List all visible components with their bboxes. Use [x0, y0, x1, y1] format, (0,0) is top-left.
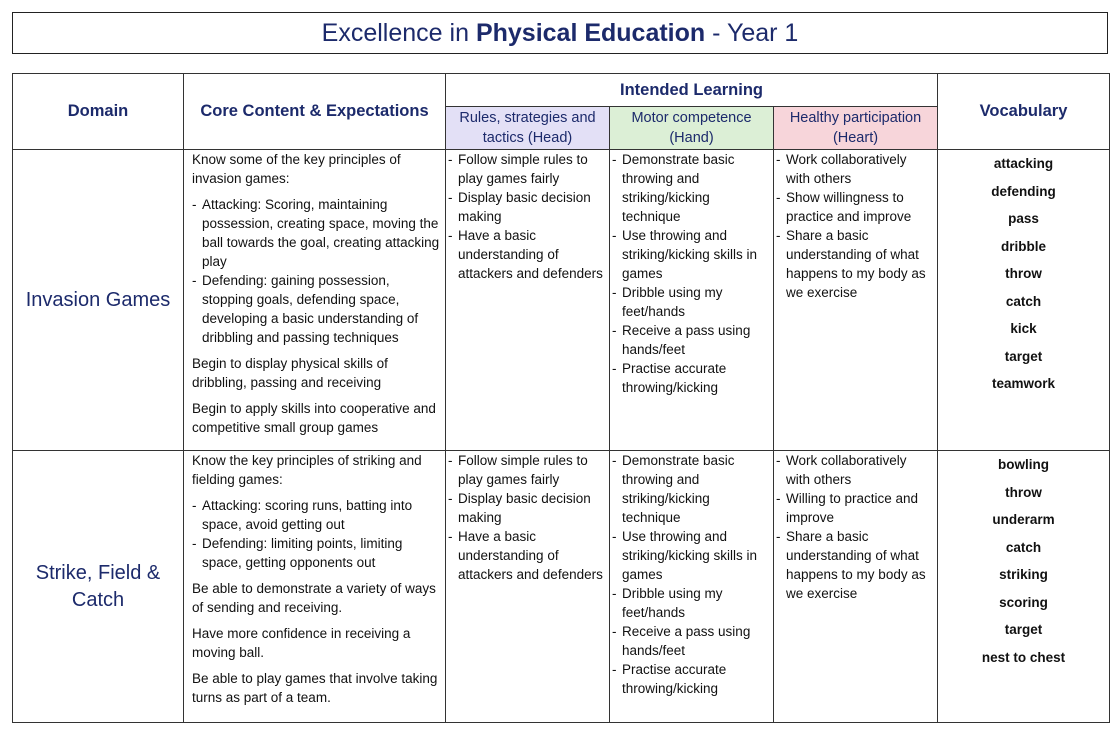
vocabulary-word: bowling [998, 457, 1050, 472]
head-cell: Follow simple rules to play games fairly… [445, 450, 610, 723]
bullet-item: Follow simple rules to play games fairly [448, 451, 605, 489]
core-text: Begin to display physical skills of drib… [192, 356, 388, 390]
core-text: Be able to play games that involve takin… [192, 671, 438, 705]
vocabulary-word: attacking [993, 156, 1054, 171]
bullet-item: Practise accurate throwing/kicking [612, 359, 769, 397]
bullet-item: Attacking: Scoring, maintaining possessi… [192, 195, 441, 271]
bullet-item: Dribble using my feet/hands [612, 584, 769, 622]
hand-cell: Demonstrate basic throwing and striking/… [609, 450, 774, 723]
domain-cell: Strike, Field & Catch [12, 450, 184, 723]
bullet-item: Display basic decision making [448, 489, 605, 527]
bullet-item: Work collaboratively with others [776, 150, 933, 188]
bullet-item: Dribble using my feet/hands [612, 283, 769, 321]
head-cell: Follow simple rules to play games fairly… [445, 149, 610, 451]
bullet-item: Follow simple rules to play games fairly [448, 150, 605, 188]
bullet-item: Defending: gaining possession, stopping … [192, 271, 441, 347]
bullet-list: Demonstrate basic throwing and striking/… [612, 150, 769, 397]
core-text: Have more confidence in receiving a movi… [192, 626, 411, 660]
bullet-item: Defending: limiting points, limiting spa… [192, 534, 441, 572]
vocabulary-word: catch [1005, 293, 1042, 309]
bullet-item: Practise accurate throwing/kicking [612, 660, 769, 698]
bullet-item: Share a basic understanding of what happ… [776, 527, 933, 603]
bullet-item: Demonstrate basic throwing and striking/… [612, 150, 769, 226]
curriculum-table: Domain Core Content & Expectations Inten… [12, 73, 1111, 723]
bullet-item: Receive a pass using hands/feet [612, 321, 769, 359]
vocabulary-word: throw [1005, 484, 1042, 500]
core-list: Attacking: scoring runs, batting into sp… [192, 496, 441, 572]
core-text: Begin to apply skills into cooperative a… [192, 401, 436, 435]
vocabulary-word: catch [1005, 539, 1042, 555]
bullet-item: Use throwing and striking/kicking skills… [612, 527, 769, 584]
header-cell: Core Content & Expectations [183, 73, 446, 150]
vocabulary-word: scoring [999, 594, 1048, 610]
vocabulary-word: target [1004, 348, 1043, 364]
vocabulary-word: throw [1005, 266, 1042, 281]
bullet-item: Display basic decision making [448, 188, 605, 226]
title-emphasis: Physical Education [475, 19, 706, 47]
heart-cell: Work collaboratively with othersShow wil… [772, 149, 939, 451]
bullet-item: Attacking: scoring runs, batting into sp… [192, 496, 441, 534]
heart-cell: Work collaboratively with othersWilling … [772, 450, 939, 723]
bullet-item: Work collaboratively with others [776, 451, 933, 489]
core-text: Be able to demonstrate a variety of ways… [192, 581, 436, 615]
bullet-list: Work collaboratively with othersShow wil… [776, 150, 933, 302]
bullet-item: Willing to practice and improve [776, 489, 933, 527]
vocabulary-word: nest to chest [981, 649, 1066, 665]
header-cell: Domain [12, 73, 184, 150]
vocabulary-word: underarm [992, 512, 1055, 527]
bullet-item: Demonstrate basic throwing and striking/… [612, 451, 769, 527]
vocabulary-word: teamwork [992, 376, 1056, 391]
vocabulary-word: target [1004, 622, 1043, 637]
bullet-list: Attacking: Scoring, maintaining possessi… [192, 195, 441, 347]
bullet-list: Demonstrate basic throwing and striking/… [612, 451, 769, 698]
core-text: Know some of the key principles of invas… [192, 152, 401, 186]
table-row: Strike, Field & Catch Know the key princi… [12, 450, 1111, 723]
vocabulary-cell: bowling throw underarm catch striking scoring… [937, 450, 1111, 723]
subheader-cell: Rules, strategies and tactics (Head) [445, 106, 610, 150]
core-list: Attacking: Scoring, maintaining possessi… [192, 195, 441, 347]
core-cell: Know some of the key principles of invas… [183, 149, 446, 451]
header-cell: Vocabulary [937, 73, 1111, 150]
subheader-row: Rules, strategies and tactics (Head) Moto… [13, 106, 1110, 150]
domain-cell: Invasion Games [12, 149, 184, 451]
table-row: Invasion Games Know some of the key princ… [12, 149, 1111, 451]
core-cell: Know the key principles of striking and … [183, 450, 446, 723]
core-text: Know the key principles of striking and … [192, 453, 422, 487]
vocabulary-word: defending [991, 183, 1056, 199]
bullet-item: Receive a pass using hands/feet [612, 622, 769, 660]
bullet-list: Follow simple rules to play games fairly… [448, 150, 605, 283]
subheader-cell: Healthy participation (Heart) [772, 106, 939, 150]
subheader-cell: Motor competence (Hand) [609, 106, 774, 150]
title-suffix: - Year 1 [712, 19, 799, 47]
bullet-item: Show willingness to practice and improve [776, 188, 933, 226]
hand-cell: Demonstrate basic throwing and striking/… [609, 149, 774, 451]
bullet-item: Use throwing and striking/kicking skills… [612, 226, 769, 283]
bullet-list: Attacking: scoring runs, batting into sp… [192, 496, 441, 572]
title: Excellence in Physical Education - Year … [12, 12, 1108, 54]
header-row: Domain Core Content & Expectations Inten… [12, 73, 1111, 150]
table-body: Invasion Games Know some of the key princ… [12, 149, 1111, 723]
bullet-item: Have a basic understanding of attackers … [448, 226, 605, 283]
title-prefix: Excellence in [321, 19, 469, 47]
vocabulary-word: dribble [1001, 238, 1047, 254]
vocabulary-word: striking [999, 567, 1048, 582]
bullet-item: Have a basic understanding of attackers … [448, 527, 605, 584]
vocabulary-word: pass [1008, 211, 1039, 226]
bullet-list: Follow simple rules to play games fairly… [448, 451, 605, 584]
vocabulary-cell: attacking defending pass dribble throw catch k… [937, 149, 1111, 451]
header-cell: Intended Learning [444, 73, 939, 107]
bullet-list: Work collaboratively with othersWilling … [776, 451, 933, 603]
vocabulary-word: kick [1010, 321, 1037, 336]
bullet-item: Share a basic understanding of what happ… [776, 226, 933, 302]
